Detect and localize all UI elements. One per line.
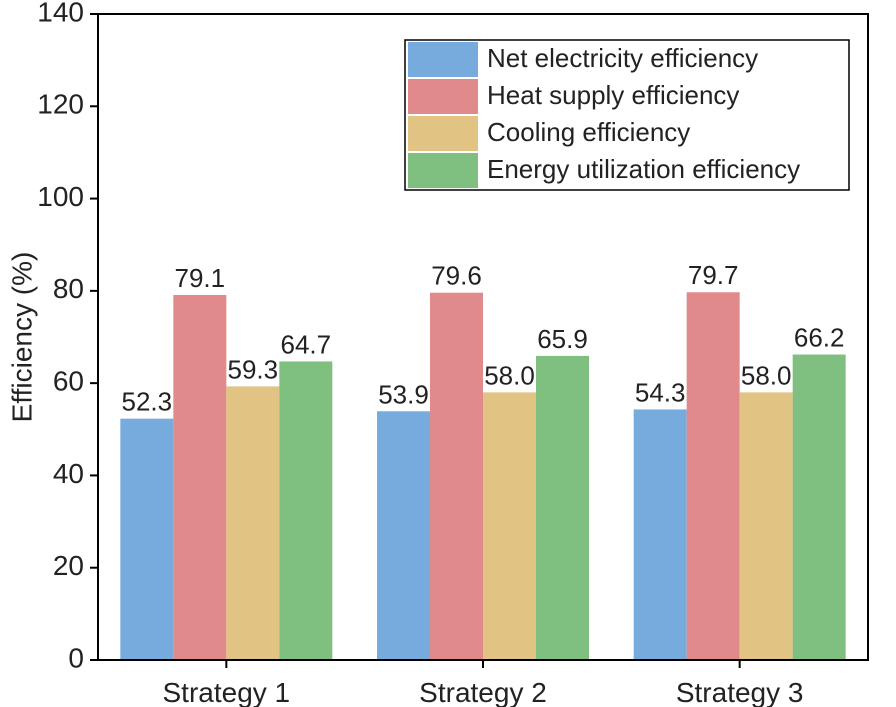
x-tick-label: Strategy 3 xyxy=(676,677,804,707)
y-axis-label: Efficiency (%) xyxy=(6,252,37,423)
bar-value-label: 58.0 xyxy=(741,360,792,390)
y-tick-label: 120 xyxy=(37,89,84,120)
bar-value-label: 64.7 xyxy=(281,329,332,359)
x-axis-ticks: Strategy 1 Strategy 2 Strategy 3 xyxy=(163,660,804,707)
y-tick-label: 80 xyxy=(53,273,84,304)
bar xyxy=(279,361,333,660)
legend-label: Net electricity efficiency xyxy=(487,43,758,73)
legend-label: Cooling efficiency xyxy=(487,117,690,147)
legend-label: Heat supply efficiency xyxy=(487,80,739,110)
bar xyxy=(686,292,740,660)
legend: Net electricity efficiency Heat supply ef… xyxy=(404,39,850,191)
bar-value-label: 52.3 xyxy=(122,387,173,417)
bar xyxy=(120,418,174,660)
bar-value-label: 79.7 xyxy=(688,260,739,290)
y-tick-label: 0 xyxy=(68,642,84,673)
y-tick-label: 20 xyxy=(53,550,84,581)
legend-swatch xyxy=(408,42,478,77)
bar xyxy=(739,392,793,660)
bar xyxy=(633,409,687,660)
plot-frame xyxy=(97,13,869,661)
bar-value-label: 54.3 xyxy=(635,377,686,407)
bar xyxy=(483,392,536,660)
bar xyxy=(792,354,846,660)
bar xyxy=(430,292,483,660)
legend-swatch xyxy=(408,79,478,114)
legend-swatch xyxy=(408,116,478,151)
bar-value-labels: 52.379.159.364.753.979.658.065.954.379.7… xyxy=(122,260,845,416)
bar xyxy=(377,411,430,660)
bar xyxy=(536,355,589,660)
bar xyxy=(226,386,280,660)
y-axis-ticks: 0 20 40 60 80 100 120 140 xyxy=(37,0,98,673)
y-tick-label: 100 xyxy=(37,181,84,212)
x-tick-label: Strategy 1 xyxy=(163,677,291,707)
legend-box xyxy=(404,39,850,191)
y-tick-label: 140 xyxy=(37,0,84,27)
legend-label: Energy utilization efficiency xyxy=(487,154,800,184)
y-tick-label: 40 xyxy=(53,458,84,489)
bars xyxy=(120,292,846,660)
bar-value-label: 79.6 xyxy=(431,261,482,291)
x-tick-label: Strategy 2 xyxy=(419,677,547,707)
bar xyxy=(173,295,227,660)
bar-value-label: 53.9 xyxy=(378,379,429,409)
bar-value-label: 58.0 xyxy=(484,360,535,390)
y-tick-label: 60 xyxy=(53,366,84,397)
bar-value-label: 65.9 xyxy=(537,324,588,354)
bar-value-label: 59.3 xyxy=(228,354,279,384)
bar-value-label: 79.1 xyxy=(175,263,226,293)
bar-value-label: 66.2 xyxy=(794,323,845,353)
legend-swatch xyxy=(408,153,478,188)
